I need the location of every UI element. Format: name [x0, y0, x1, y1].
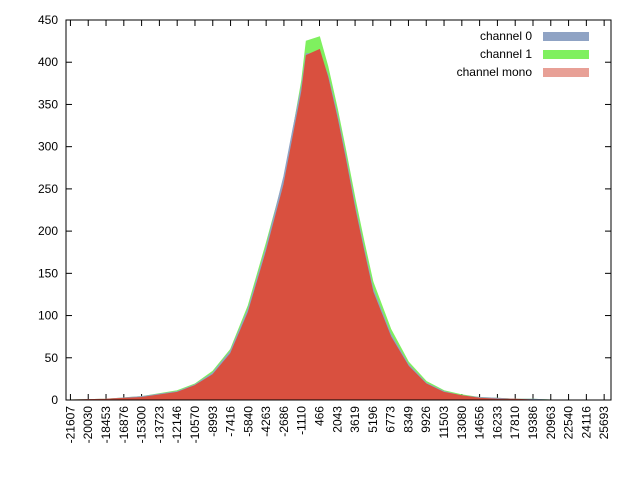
plot-frame	[65, 19, 612, 401]
x-tick-label: 2043	[330, 406, 344, 433]
x-tick-label: 5196	[366, 406, 380, 433]
x-tick-label: 466	[312, 406, 326, 426]
legend-label: channel 0	[480, 29, 532, 43]
legend-label: channel mono	[457, 65, 533, 79]
plot-area	[70, 36, 605, 401]
y-tick-label: 50	[45, 351, 59, 365]
x-tick-label: 6773	[384, 406, 398, 433]
x-tick-label: -5840	[241, 406, 255, 437]
x-tick-label: 8349	[401, 406, 415, 433]
x-tick-label: 19386	[526, 406, 540, 440]
x-tick-label: -10570	[188, 406, 202, 444]
x-tick-label: 14656	[473, 406, 487, 440]
legend-label: channel 1	[480, 47, 532, 61]
legend-swatch	[543, 68, 589, 77]
y-axis: 0 50 100 150 200 250 300 350 400 450	[38, 13, 611, 407]
y-tick-label: 400	[38, 55, 58, 69]
x-tick-label: -8993	[206, 406, 220, 437]
x-tick-label: -18453	[99, 406, 113, 444]
x-tick-label: 17810	[508, 406, 522, 440]
series-area-channel-mono	[70, 48, 605, 401]
x-tick-label: 13080	[455, 406, 469, 440]
y-tick-label: 200	[38, 224, 58, 238]
x-tick-label: -2686	[277, 406, 291, 437]
x-tick-label: 16233	[490, 406, 504, 440]
legend-swatch	[543, 32, 589, 41]
x-tick-label: -16876	[117, 406, 131, 444]
x-tick-label: -20030	[81, 406, 95, 444]
x-axis: -21607 -20030 -18453 -16876 -15300 -13723 -121…	[63, 20, 611, 443]
y-tick-label: 0	[51, 393, 58, 407]
legend: channel 0 channel 1 channel mono	[457, 29, 589, 79]
y-tick-label: 350	[38, 97, 58, 111]
y-tick-label: 450	[38, 13, 58, 27]
x-tick-label: 22540	[562, 406, 576, 440]
y-tick-label: 100	[38, 309, 58, 323]
x-tick-label: 9926	[419, 406, 433, 433]
x-tick-label: 25693	[597, 406, 611, 440]
x-tick-label: 11503	[437, 406, 451, 439]
x-tick-label: -12146	[170, 406, 184, 444]
x-tick-label: 3619	[348, 406, 362, 433]
y-tick-label: 150	[38, 266, 58, 280]
y-tick-label: 300	[38, 140, 58, 154]
x-tick-label: 24116	[579, 406, 593, 439]
x-tick-label: -15300	[135, 406, 149, 444]
legend-swatch	[543, 50, 589, 59]
x-tick-label: -4263	[259, 406, 273, 437]
y-tick-label: 250	[38, 182, 58, 196]
x-tick-label: -13723	[152, 406, 166, 444]
x-tick-label: -7416	[224, 406, 238, 437]
x-tick-label: -1110	[295, 406, 309, 435]
x-tick-label: 20963	[544, 406, 558, 440]
x-tick-label: -21607	[63, 406, 77, 444]
